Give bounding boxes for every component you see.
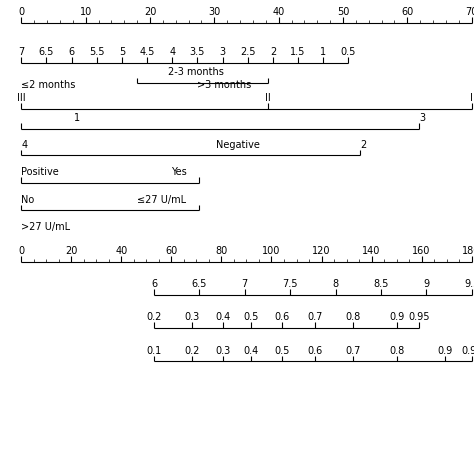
Text: Positive: Positive [21,167,59,177]
Text: 3: 3 [219,47,226,57]
Text: 50: 50 [337,7,349,17]
Text: 0.6: 0.6 [308,346,323,356]
Text: 180: 180 [463,246,474,256]
Text: 0.1: 0.1 [146,346,162,356]
Text: 4: 4 [169,47,175,57]
Text: 0.95: 0.95 [461,346,474,356]
Text: 6: 6 [69,47,75,57]
Text: 160: 160 [412,246,431,256]
Text: 0.2: 0.2 [146,312,162,322]
Text: 10: 10 [80,7,92,17]
Text: ≤2 months: ≤2 months [21,80,76,90]
Text: 40: 40 [115,246,128,256]
Text: 9.5: 9.5 [464,279,474,289]
Text: II: II [265,93,271,103]
Text: 0.3: 0.3 [215,346,230,356]
Text: 0.2: 0.2 [184,346,200,356]
Text: 0.9: 0.9 [437,346,452,356]
Text: 7: 7 [242,279,248,289]
Text: 1.5: 1.5 [291,47,306,57]
Text: ≤27 U/mL: ≤27 U/mL [137,195,187,205]
Text: 8.5: 8.5 [373,279,389,289]
Text: Yes: Yes [171,167,186,177]
Text: 3: 3 [419,113,426,123]
Text: III: III [17,93,26,103]
Text: 0.8: 0.8 [346,312,361,322]
Text: 7.5: 7.5 [283,279,298,289]
Text: 6.5: 6.5 [191,279,207,289]
Text: 0: 0 [18,7,24,17]
Text: 3.5: 3.5 [190,47,205,57]
Text: I: I [470,93,473,103]
Text: No: No [21,195,35,205]
Text: 0.4: 0.4 [215,312,230,322]
Text: >3 months: >3 months [197,80,251,90]
Text: 0.7: 0.7 [308,312,323,322]
Text: 2: 2 [270,47,276,57]
Text: 100: 100 [262,246,281,256]
Text: 4.5: 4.5 [139,47,155,57]
Text: 5: 5 [119,47,125,57]
Text: 20: 20 [65,246,78,256]
Text: 8: 8 [332,279,338,289]
Text: 60: 60 [165,246,178,256]
Text: 60: 60 [401,7,413,17]
Text: 80: 80 [215,246,228,256]
Text: 0.8: 0.8 [390,346,405,356]
Text: 6.5: 6.5 [39,47,54,57]
Text: 70: 70 [465,7,474,17]
Text: 140: 140 [363,246,381,256]
Text: 0: 0 [18,246,24,256]
Text: 5.5: 5.5 [89,47,105,57]
Text: 0.6: 0.6 [274,312,290,322]
Text: 0.5: 0.5 [244,312,259,322]
Text: 20: 20 [144,7,156,17]
Text: 1: 1 [73,113,80,123]
Text: 40: 40 [273,7,285,17]
Text: 7: 7 [18,47,25,57]
Text: 120: 120 [312,246,331,256]
Text: 2.5: 2.5 [240,47,255,57]
Text: 1: 1 [320,47,326,57]
Text: Negative: Negative [216,140,260,150]
Text: 9: 9 [423,279,429,289]
Text: 30: 30 [208,7,220,17]
Text: >27 U/mL: >27 U/mL [21,222,71,232]
Text: 0.7: 0.7 [346,346,361,356]
Text: 2: 2 [360,140,366,150]
Text: 4: 4 [21,140,27,150]
Text: 0.9: 0.9 [390,312,405,322]
Text: 0.4: 0.4 [244,346,259,356]
Text: 0.3: 0.3 [184,312,200,322]
Text: 0.5: 0.5 [274,346,290,356]
Text: 6: 6 [151,279,157,289]
Text: 2-3 months: 2-3 months [168,67,224,77]
Text: 0.5: 0.5 [341,47,356,57]
Text: 0.95: 0.95 [409,312,430,322]
